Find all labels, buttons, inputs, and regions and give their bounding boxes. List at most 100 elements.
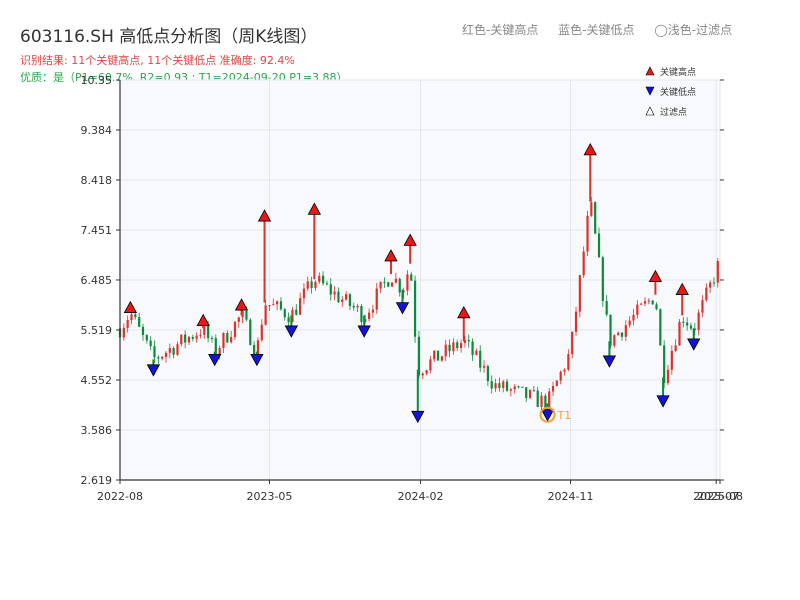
key-high-marker: [234, 298, 249, 311]
candle-body: [590, 202, 593, 216]
key-low-marker: [250, 353, 264, 367]
candle-body: [659, 309, 662, 346]
candle-body: [295, 309, 298, 315]
candle-body: [168, 348, 171, 353]
candle-body: [433, 350, 436, 360]
candle-body: [306, 281, 309, 289]
candle-body: [379, 281, 382, 289]
candle-body: [540, 395, 543, 407]
candle-body: [440, 356, 443, 361]
key-high-marker: [307, 202, 322, 215]
key-low-marker: [146, 364, 161, 377]
key-high-marker: [457, 305, 471, 319]
y-tick-label: 7.451: [81, 224, 113, 237]
candle-body: [624, 325, 627, 337]
candle-body: [299, 298, 302, 315]
candle-body: [390, 282, 394, 287]
candle-body: [490, 381, 493, 389]
candle-body: [283, 309, 286, 318]
candle-body: [586, 215, 589, 252]
candle-body: [467, 339, 470, 342]
candle-body: [666, 369, 670, 383]
candle-body: [153, 346, 156, 358]
candle-body: [601, 257, 604, 302]
candle-body: [410, 274, 413, 281]
key-markers: T1: [123, 143, 701, 424]
candle-body: [452, 342, 455, 352]
candle-body: [425, 370, 428, 374]
legend-low-icon: [645, 86, 655, 96]
candle-body: [605, 301, 608, 315]
candle-body: [456, 342, 459, 349]
candle-body: [479, 350, 482, 368]
y-tick-label: 4.552: [81, 374, 113, 387]
y-tick-label: 8.418: [81, 174, 113, 187]
candle-body: [429, 359, 432, 371]
candle-body: [394, 278, 398, 283]
y-tick-label: 3.586: [81, 424, 113, 437]
candle-body: [322, 275, 325, 284]
candle-body: [517, 386, 520, 388]
candle-body: [157, 357, 160, 359]
candle-body: [417, 336, 421, 376]
candle-body: [264, 305, 267, 325]
axes: 2.619 3.586 4.552 5.519 6.485 7.451 8.418 9.384…: [81, 74, 743, 503]
key-high-marker: [403, 233, 417, 246]
legend-red-high: 红色-关键高点: [462, 23, 539, 37]
y-tick-label: 10.35: [81, 74, 113, 87]
candle-body: [459, 343, 463, 349]
candle-body: [226, 332, 229, 343]
key-low-marker: [411, 410, 425, 424]
candle-body: [364, 319, 367, 323]
candle-body: [367, 312, 371, 320]
candle-body: [276, 301, 279, 305]
candle-body: [701, 300, 704, 313]
candle-body: [279, 301, 283, 310]
y-tick-label: 5.519: [81, 324, 113, 337]
candle-body: [402, 290, 405, 293]
candle-body: [475, 350, 478, 355]
candle-body: [256, 340, 260, 355]
legend-filtered-label: 过滤点: [660, 106, 687, 118]
x-tick-label: 2025-07: [693, 490, 739, 503]
key-low-marker: [540, 409, 555, 422]
candle-body: [594, 202, 597, 234]
candle-body: [544, 395, 547, 410]
candle-body: [567, 354, 570, 370]
candle-body: [471, 341, 474, 355]
candle-body: [161, 356, 164, 359]
candle-body: [122, 327, 125, 338]
candle-body: [509, 389, 512, 391]
legend-low-label: 关键低点: [660, 86, 696, 98]
candle-body: [486, 366, 489, 382]
candle-body: [628, 320, 631, 326]
candle-body: [302, 288, 306, 299]
candle-body: [617, 332, 620, 336]
candle-body: [513, 386, 516, 390]
candle-body: [344, 294, 348, 300]
candle-body: [341, 299, 344, 303]
candle-body: [555, 380, 558, 387]
x-tick-label: 2023-05: [246, 490, 292, 503]
candle-body: [413, 280, 417, 337]
candle-body: [203, 323, 206, 335]
candle-body: [613, 335, 616, 346]
candle-body: [149, 340, 152, 347]
candle-body: [210, 338, 214, 340]
candle-body: [525, 387, 528, 398]
t1-label: T1: [557, 409, 572, 422]
candle-body: [245, 311, 248, 320]
key-high-marker: [648, 269, 663, 283]
candle-body: [207, 323, 210, 339]
legend-blue-low: 蓝色-关键低点: [558, 23, 635, 37]
key-low-marker: [656, 395, 670, 408]
candle-body: [406, 274, 409, 291]
candle-body: [536, 390, 539, 407]
candle-body: [348, 294, 352, 307]
candle-body: [291, 309, 294, 323]
key-low-marker: [284, 325, 299, 338]
candle-body: [176, 344, 179, 355]
candle-body: [352, 306, 355, 308]
key-low-marker: [357, 325, 371, 338]
